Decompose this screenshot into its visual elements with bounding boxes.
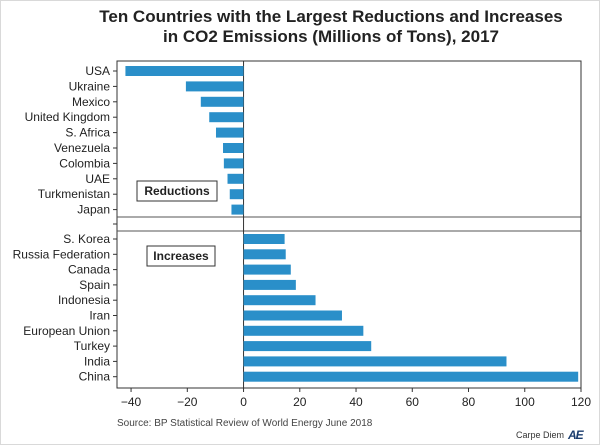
source-note: Source: BP Statistical Review of World E… — [117, 418, 373, 429]
category-label-turkmenistan: Turkmenistan — [38, 187, 110, 201]
chart-title: Ten Countries with the Largest Reduction… — [61, 7, 600, 47]
category-label-uae: UAE — [85, 172, 110, 186]
bar-india — [243, 356, 507, 367]
bar-spain — [243, 279, 296, 290]
bar-turkey — [243, 341, 372, 352]
bar-mexico — [200, 96, 244, 107]
x-tick-label-60: 60 — [406, 395, 420, 409]
bar-ukraine — [185, 81, 244, 92]
category-label-china: China — [79, 370, 111, 384]
category-label-japan: Japan — [77, 203, 110, 217]
bar-iran — [243, 310, 342, 321]
bar-united-kingdom — [209, 112, 244, 123]
bar-uae — [227, 173, 244, 184]
bar-usa — [125, 66, 244, 76]
x-tick-label--40: −40 — [121, 395, 142, 409]
increases-label-box — [146, 245, 216, 267]
bar-s-africa — [215, 127, 244, 138]
category-label-s-korea: S. Korea — [63, 232, 110, 246]
chart-title-line-2: in CO2 Emissions (Millions of Tons), 201… — [163, 27, 499, 46]
category-label-turkey: Turkey — [74, 339, 110, 353]
x-tick-label--20: −20 — [177, 395, 198, 409]
category-label-russia-federation: Russia Federation — [13, 247, 110, 261]
reductions-label-box — [136, 180, 218, 202]
bar-japan — [231, 204, 244, 215]
bar-russia-federation — [243, 249, 286, 260]
category-label-usa: USA — [85, 64, 110, 78]
category-label-iran: Iran — [89, 309, 110, 323]
bar-colombia — [223, 158, 244, 169]
x-tick-label-120: 120 — [571, 395, 591, 409]
bar-china — [243, 371, 579, 382]
category-label-indonesia: Indonesia — [58, 293, 110, 307]
category-label-european-union: European Union — [23, 324, 110, 338]
brand-text: Carpe Diem — [516, 430, 565, 440]
bar-european-union — [243, 325, 364, 336]
category-label-venezuela: Venezuela — [54, 141, 110, 155]
x-tick-label-0: 0 — [240, 395, 247, 409]
x-tick-label-80: 80 — [462, 395, 476, 409]
category-label-mexico: Mexico — [72, 95, 110, 109]
bar-canada — [243, 264, 291, 275]
category-label-colombia: Colombia — [59, 156, 110, 170]
x-tick-label-40: 40 — [349, 395, 363, 409]
brand: Carpe Diem AE — [516, 428, 584, 442]
category-label-ukraine: Ukraine — [69, 79, 111, 93]
chart-title-line-1: Ten Countries with the Largest Reduction… — [99, 7, 563, 26]
category-label-canada: Canada — [68, 263, 110, 277]
category-label-spain: Spain — [79, 278, 110, 292]
plot-frame — [116, 60, 582, 389]
x-tick-label-20: 20 — [293, 395, 307, 409]
category-label-s-africa: S. Africa — [65, 126, 110, 140]
bar-indonesia — [243, 295, 316, 306]
bar-turkmenistan — [229, 189, 244, 200]
x-tick-label-100: 100 — [515, 395, 535, 409]
brand-logo-icon: AE — [568, 428, 584, 442]
reductions-label: Reductions — [144, 184, 210, 198]
bar-s-korea — [243, 234, 285, 244]
category-label-united-kingdom: United Kingdom — [25, 110, 110, 124]
category-label-india: India — [84, 354, 110, 368]
increases-label: Increases — [153, 249, 209, 263]
bar-venezuela — [223, 143, 244, 153]
